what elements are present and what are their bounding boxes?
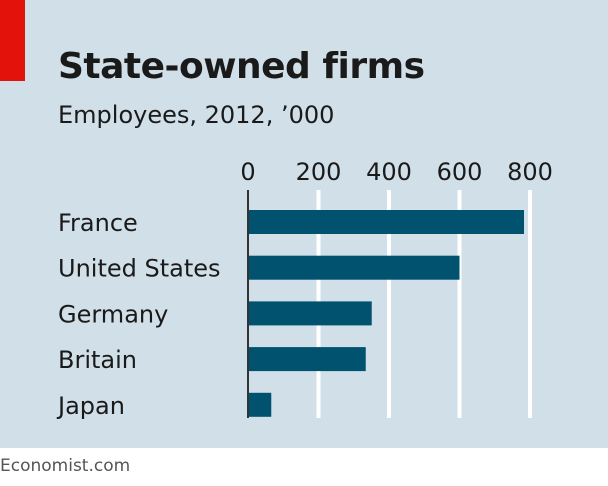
bar-britain: [248, 347, 366, 372]
category-label: France: [58, 209, 138, 237]
bar-germany: [248, 301, 372, 326]
source-label: Economist.com: [0, 456, 131, 476]
x-tick-label: 200: [296, 158, 342, 186]
bar-france: [248, 210, 525, 234]
x-tick-label: 0: [240, 158, 255, 186]
x-tick-label: 400: [366, 158, 412, 186]
category-label: United States: [58, 255, 221, 283]
chart-subtitle: Employees, 2012, ’000: [58, 101, 335, 129]
category-label: Germany: [58, 300, 168, 328]
x-tick-label: 600: [437, 158, 483, 186]
x-tick-label: 800: [507, 158, 553, 186]
bar-chart: 0 200 400 600 800 France United States Germany B…: [56, 158, 553, 420]
chart-title: State-owned firms: [58, 46, 425, 87]
bar-japan: [248, 392, 272, 417]
bar-united-states: [248, 255, 460, 280]
red-tag: [0, 0, 25, 81]
category-label: Britain: [58, 346, 137, 374]
category-label: Japan: [56, 392, 125, 420]
